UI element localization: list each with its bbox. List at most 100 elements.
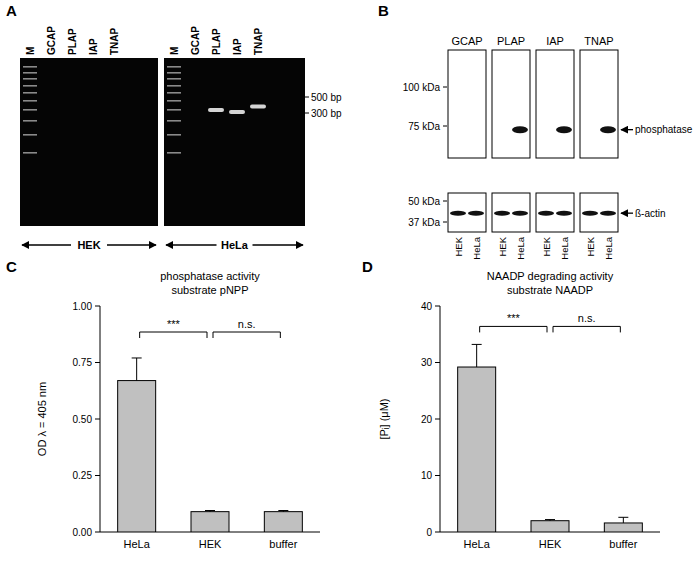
mw-tick	[443, 222, 447, 223]
mw-label: 100 kDa	[403, 82, 441, 93]
significance-label: ***	[167, 318, 181, 330]
chart-title: phosphatase activity	[160, 270, 260, 282]
y-tick	[435, 475, 440, 476]
significance-bracket	[553, 326, 620, 332]
panel-label: D	[362, 258, 373, 275]
sample-label: HeLa	[515, 236, 526, 259]
blot-frame	[580, 193, 618, 232]
protein-label: IAP	[546, 35, 564, 47]
panel-label: A	[6, 2, 17, 19]
x-tick-label: HeLa	[124, 538, 151, 550]
y-axis-label: [Pᵢ] (μM)	[378, 398, 390, 439]
lane-label: M	[169, 47, 180, 55]
size-tick	[305, 97, 309, 98]
ladder-band	[167, 92, 181, 94]
blot-band	[556, 126, 572, 133]
lane-label: TNAP	[253, 27, 264, 55]
chart-title: NAADP degrading activity	[487, 270, 614, 282]
group-arrow	[166, 244, 217, 245]
x-tick-label: HEK	[539, 538, 562, 550]
mw-tick	[443, 87, 447, 88]
ladder-band	[23, 66, 37, 68]
blot-band	[538, 211, 554, 216]
blot-frame	[536, 193, 574, 232]
y-tick-label: 0.75	[73, 357, 93, 368]
sample-label: HEK	[585, 236, 596, 256]
lane-label: TNAP	[109, 27, 120, 55]
significance-label: n.s.	[578, 312, 596, 324]
y-tick	[95, 419, 100, 420]
mw-tick	[443, 201, 447, 202]
gel-image	[164, 58, 305, 226]
error-bar	[278, 511, 288, 512]
blot-frame	[492, 193, 530, 232]
blot-band	[494, 211, 510, 216]
band-arrow	[621, 213, 633, 214]
blot-frame	[448, 50, 486, 158]
protein-label: GCAP	[451, 35, 482, 47]
blot-frame	[536, 50, 574, 158]
y-tick	[95, 532, 100, 533]
ladder-band	[23, 120, 37, 122]
group-arrow	[253, 244, 304, 245]
lane-label: IAP	[232, 38, 243, 55]
significance-bracket	[140, 332, 207, 338]
lane-label: PLAP	[67, 28, 78, 55]
group-label: HeLa	[221, 239, 249, 251]
pcr-band	[208, 108, 224, 112]
blot-band	[556, 211, 572, 216]
y-tick	[95, 362, 100, 363]
error-bar	[545, 520, 555, 521]
lane-label: GCAP	[46, 26, 57, 55]
sample-label: HEK	[497, 236, 508, 256]
error-bar	[132, 358, 142, 381]
y-tick-label: 30	[421, 357, 433, 368]
x-tick-label: HeLa	[464, 538, 491, 550]
blot-band	[468, 211, 484, 216]
ladder-band	[23, 152, 37, 154]
ladder-band	[167, 152, 181, 154]
blot-frame	[580, 50, 618, 158]
bar	[604, 523, 642, 532]
mw-label: 50 kDa	[408, 196, 440, 207]
plot-area	[118, 358, 303, 532]
y-tick-label: 20	[421, 414, 433, 425]
blot-band	[582, 211, 598, 216]
y-tick	[435, 419, 440, 420]
x-tick-label: buffer	[609, 538, 637, 550]
ladder-band	[167, 134, 181, 136]
ladder-band	[167, 100, 181, 102]
ladder-band	[23, 100, 37, 102]
significance-bracket	[213, 332, 280, 338]
error-bar	[205, 511, 215, 512]
y-tick	[95, 475, 100, 476]
y-tick-label: 10	[421, 470, 433, 481]
sample-label: HEK	[453, 236, 464, 256]
ladder-band	[167, 72, 181, 74]
x-tick-label: HEK	[199, 538, 222, 550]
size-label: 300 bp	[311, 108, 342, 119]
group-arrow	[22, 244, 71, 245]
group-arrow	[107, 244, 156, 245]
sample-label: HeLa	[559, 236, 570, 259]
gel-image	[20, 58, 158, 226]
blot-band	[450, 211, 466, 216]
y-tick-label: 0	[426, 527, 432, 538]
plot-area	[458, 344, 643, 532]
y-axis-label: OD λ = 405 nm	[36, 382, 48, 456]
y-tick	[435, 362, 440, 363]
bar	[118, 381, 156, 532]
protein-label: PLAP	[497, 35, 525, 47]
significance-bracket	[480, 326, 547, 332]
band-label: phosphatase	[635, 124, 693, 135]
sample-label: HeLa	[603, 236, 614, 259]
mw-label: 37 kDa	[408, 217, 440, 228]
mw-tick	[443, 126, 447, 127]
sample-label: HeLa	[471, 236, 482, 259]
blot-frame	[492, 50, 530, 158]
bar	[458, 367, 496, 532]
significance-label: n.s.	[238, 318, 256, 330]
y-tick-label: 1.00	[73, 301, 93, 312]
x-tick-label: buffer	[269, 538, 297, 550]
panel-label: B	[378, 2, 389, 19]
